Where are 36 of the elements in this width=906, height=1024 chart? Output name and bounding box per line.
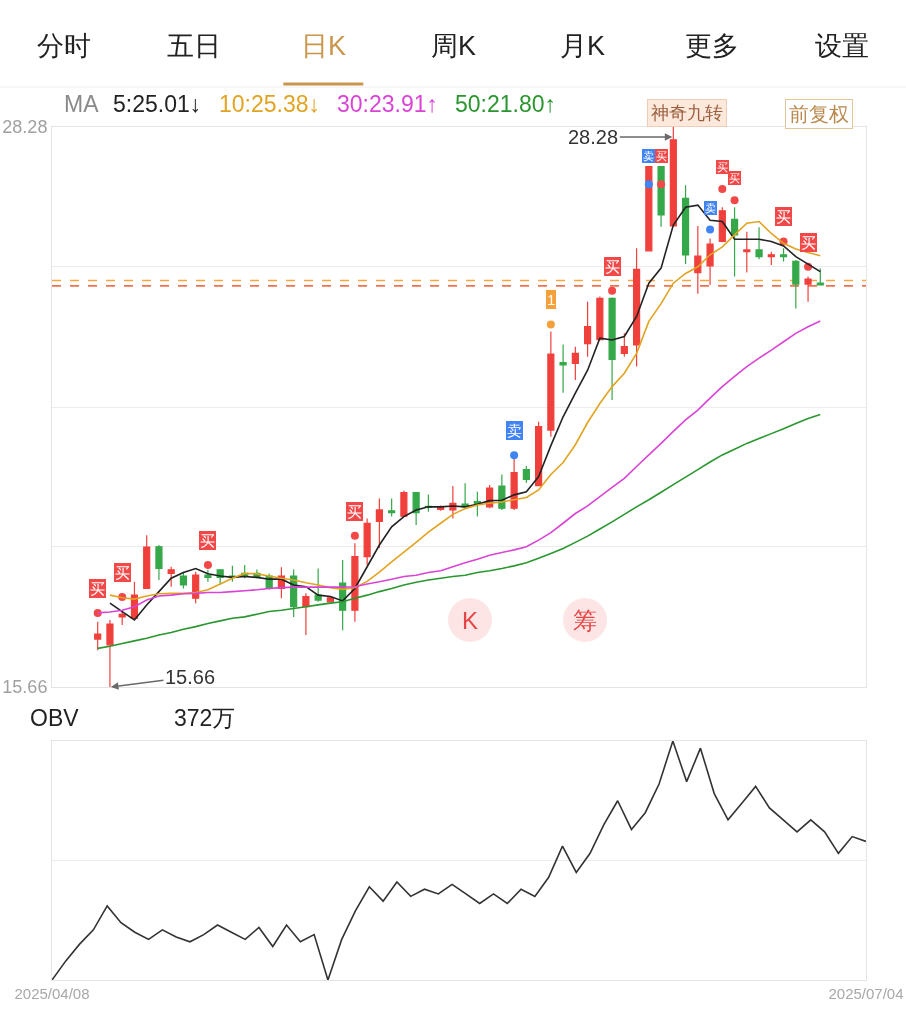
annotation: 筹 bbox=[573, 607, 597, 634]
annotation: 买 bbox=[90, 580, 105, 597]
annotation: 买 bbox=[729, 172, 740, 184]
annotation: 买 bbox=[347, 503, 362, 520]
text: 五日 bbox=[167, 31, 221, 61]
text: 5:25.01↓ bbox=[113, 91, 202, 117]
chart-subtitle: 372万 bbox=[174, 705, 236, 731]
annotation: 15.66 bbox=[165, 666, 216, 688]
annotation: 卖 bbox=[705, 202, 716, 214]
annotation: 1 bbox=[547, 291, 556, 308]
x-tick-label: 2025/04/08 bbox=[14, 985, 90, 1002]
text: 设置 bbox=[815, 31, 869, 61]
annotation: 买 bbox=[801, 234, 816, 251]
text: 30:23.91↑ bbox=[337, 91, 439, 117]
annotation: 买 bbox=[115, 564, 130, 581]
text: 前复权 bbox=[789, 103, 849, 125]
text: 分时 bbox=[37, 31, 91, 61]
annotation: 买 bbox=[200, 532, 215, 549]
x-tick-label: 2025/07/04 bbox=[828, 985, 904, 1002]
annotation: 28.28 bbox=[568, 126, 619, 148]
annotation: 买 bbox=[605, 258, 620, 275]
annotation: 买 bbox=[776, 208, 791, 225]
text: 50:21.80↑ bbox=[455, 91, 557, 117]
annotation: 卖 bbox=[507, 422, 522, 439]
text: 更多 bbox=[685, 31, 739, 61]
legend-title: MA bbox=[64, 91, 100, 117]
text: 神奇九转 bbox=[651, 103, 723, 123]
annotation: 卖 bbox=[643, 150, 654, 162]
chart-title: OBV bbox=[30, 705, 80, 731]
text: 周K bbox=[431, 31, 477, 61]
annotation: K bbox=[462, 607, 479, 634]
annotation: 买 bbox=[656, 150, 667, 162]
text: 日K bbox=[301, 31, 347, 61]
annotation: 买 bbox=[717, 161, 728, 173]
text: 月K bbox=[560, 31, 606, 61]
text: 10:25.38↓ bbox=[219, 91, 321, 117]
